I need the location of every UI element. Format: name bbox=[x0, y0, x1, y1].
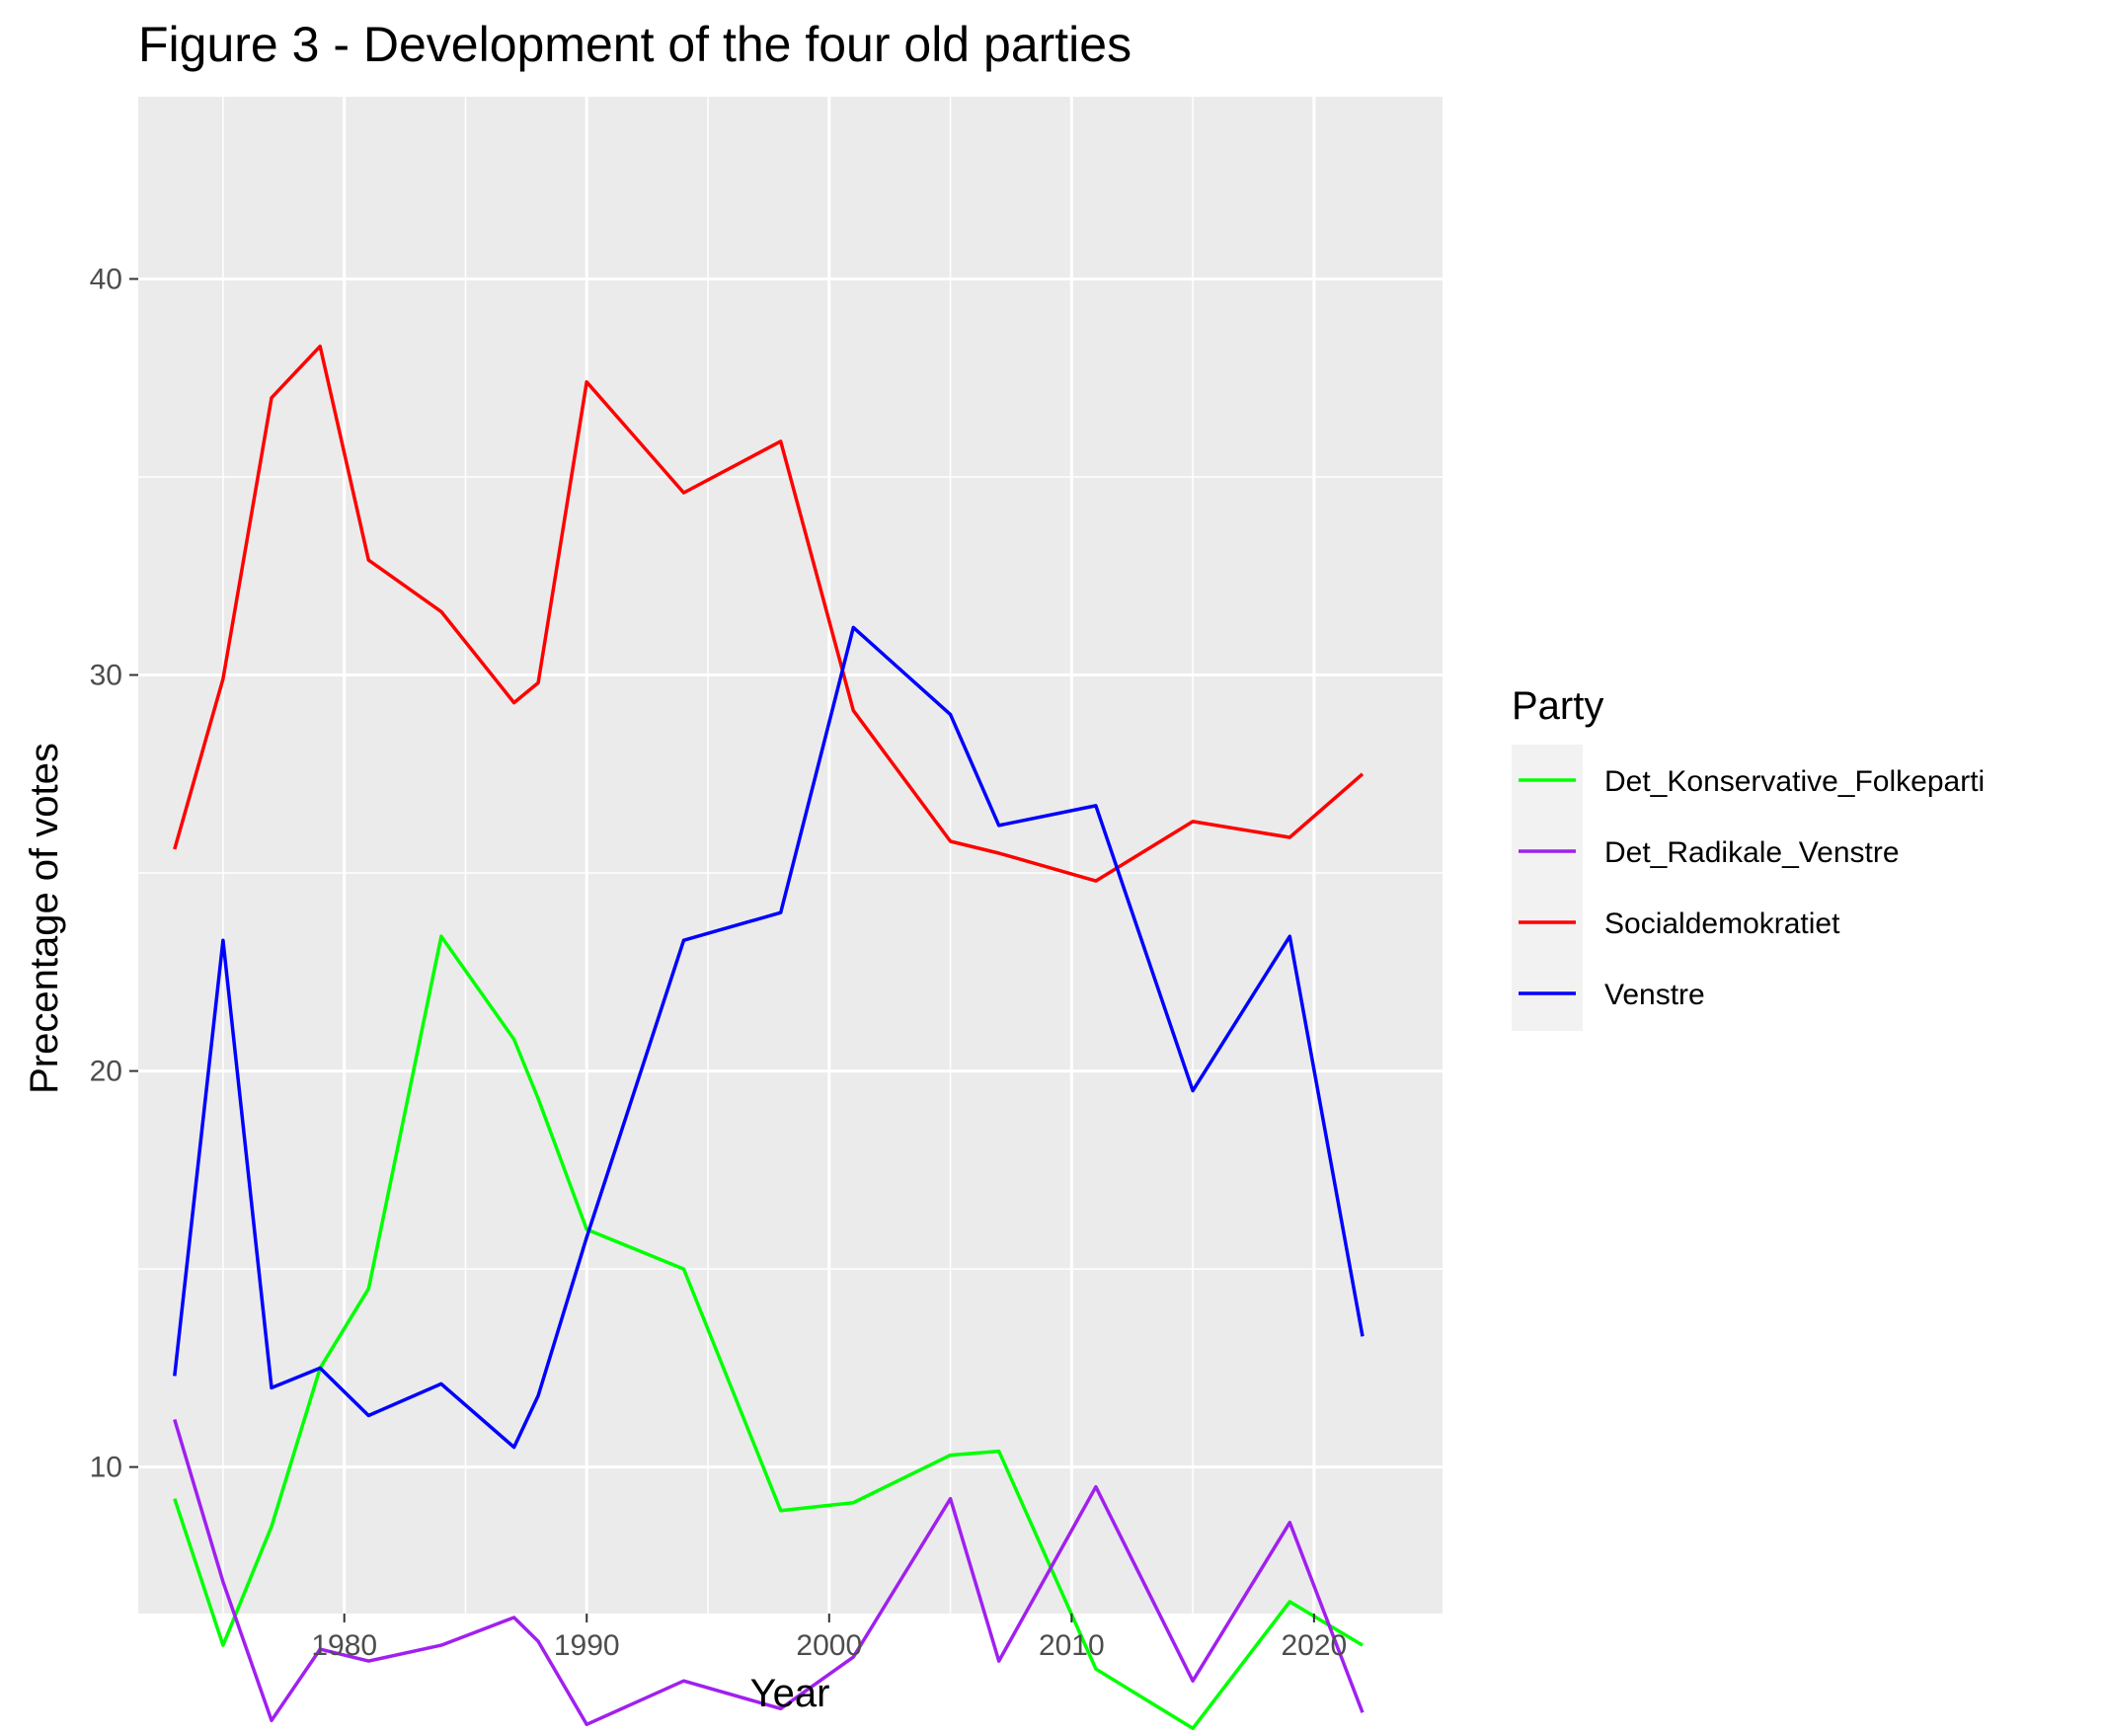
legend-key-background bbox=[1512, 745, 1583, 1031]
y-axis-title: Precentage of votes bbox=[23, 743, 66, 1094]
x-axis-title: Year bbox=[750, 1672, 830, 1715]
legend-label: Det_Radikale_Venstre bbox=[1604, 836, 1900, 869]
x-tick-label: 1980 bbox=[311, 1629, 377, 1662]
series-lines bbox=[173, 344, 1365, 1731]
y-tick-label: 30 bbox=[90, 660, 122, 692]
x-tick-label: 2000 bbox=[796, 1629, 862, 1662]
y-tick-label: 20 bbox=[90, 1056, 122, 1088]
series-line-det-radikale-venstre bbox=[173, 1418, 1365, 1727]
x-tick-label: 1990 bbox=[554, 1629, 620, 1662]
legend-label: Det_Konservative_Folkeparti bbox=[1604, 765, 1985, 798]
legend-label: Socialdemokratiet bbox=[1604, 907, 1840, 940]
chart-title: Figure 3 - Development of the four old p… bbox=[138, 17, 1131, 72]
axes: 1980 1990 2000 2010 2020 10 20 30 40 bbox=[90, 263, 1348, 1662]
y-tick-label: 40 bbox=[90, 263, 122, 295]
legend: Party Det_Konservative_Folkeparti Det_Rad… bbox=[1512, 684, 1985, 1031]
series-line-socialdemokratiet bbox=[173, 344, 1365, 883]
major-gridlines bbox=[138, 97, 1443, 1614]
x-tick-label: 2010 bbox=[1039, 1629, 1105, 1662]
x-tick-label: 2020 bbox=[1281, 1629, 1347, 1662]
legend-title: Party bbox=[1512, 684, 1603, 728]
legend-label: Venstre bbox=[1604, 979, 1705, 1011]
series-line-venstre bbox=[173, 625, 1365, 1450]
series-line-det-konservative-folkeparti bbox=[173, 934, 1364, 1731]
y-tick-label: 10 bbox=[90, 1452, 122, 1484]
plot-panel bbox=[138, 97, 1443, 1614]
